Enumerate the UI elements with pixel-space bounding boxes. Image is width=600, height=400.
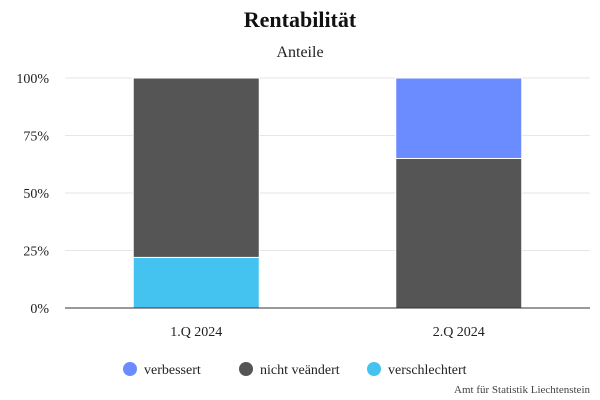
legend: verbessert nicht veändert verschlechtert [123,362,467,378]
credit-text[interactable]: Amt für Statistik Liechtenstein [454,384,590,396]
legend-label[interactable]: verschlechtert [388,363,467,378]
bar-segment[interactable] [395,77,523,159]
y-tick-label: 50% [23,187,49,202]
x-tick-label: 2.Q 2024 [433,325,485,340]
y-tick-label: 100% [16,72,49,87]
bar-segment[interactable] [132,256,260,309]
bar-segment[interactable] [395,158,523,309]
y-tick-label: 75% [23,130,49,145]
chart-title: Rentabilität [244,7,357,32]
y-tick-label: 25% [23,245,49,260]
bar-segment[interactable] [132,77,260,258]
chart-subtitle: Anteile [276,44,323,61]
legend-marker[interactable] [239,362,253,376]
legend-label[interactable]: verbessert [144,363,201,378]
legend-label[interactable]: nicht veändert [260,363,340,378]
bars-layer: 1.Q 2024 2.Q 2024 [132,77,523,340]
legend-marker[interactable] [367,362,381,376]
x-tick-label: 1.Q 2024 [170,325,222,340]
y-tick-label: 0% [30,302,49,317]
legend-marker[interactable] [123,362,137,376]
